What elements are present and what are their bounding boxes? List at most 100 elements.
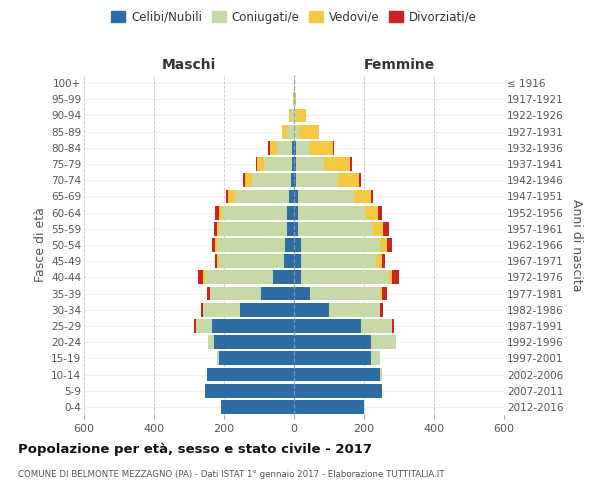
Y-axis label: Fasce di età: Fasce di età [34,208,47,282]
Bar [257,157,264,171]
Bar [324,157,350,171]
Bar [294,368,380,382]
Bar [245,174,252,187]
Bar [290,174,294,187]
Bar [383,222,389,235]
Bar [221,400,294,414]
Bar [212,238,215,252]
Bar [350,157,352,171]
Text: Popolazione per età, sesso e stato civile - 2017: Popolazione per età, sesso e stato civil… [18,442,372,456]
Bar [205,384,294,398]
Bar [203,270,205,284]
Bar [373,222,383,235]
Bar [291,108,294,122]
Bar [296,141,310,154]
Bar [201,303,203,316]
Bar [366,206,378,220]
Bar [296,174,338,187]
Bar [298,222,373,235]
Bar [294,352,371,365]
Bar [294,92,295,106]
Bar [289,190,294,203]
Bar [215,254,217,268]
Bar [217,254,219,268]
Bar [382,286,387,300]
Bar [219,222,287,235]
Bar [296,108,306,122]
Bar [212,319,294,333]
Bar [205,270,273,284]
Bar [301,254,376,268]
Bar [294,303,329,316]
Bar [217,222,219,235]
Text: Maschi: Maschi [162,58,216,72]
Bar [361,319,392,333]
Bar [287,222,294,235]
Bar [217,352,219,365]
Bar [387,238,392,252]
Bar [338,174,359,187]
Bar [294,157,296,171]
Bar [380,368,382,382]
Bar [292,141,294,154]
Y-axis label: Anni di nascita: Anni di nascita [571,198,583,291]
Bar [359,174,361,187]
Bar [371,352,380,365]
Bar [294,286,310,300]
Bar [293,92,294,106]
Bar [294,270,301,284]
Bar [264,157,292,171]
Bar [206,368,294,382]
Bar [294,141,296,154]
Bar [294,222,298,235]
Bar [261,286,294,300]
Bar [392,270,399,284]
Bar [294,190,298,203]
Bar [203,303,240,316]
Bar [298,190,353,203]
Bar [243,174,245,187]
Bar [294,400,364,414]
Bar [292,157,294,171]
Bar [296,157,324,171]
Bar [380,238,387,252]
Bar [219,254,284,268]
Bar [376,254,382,268]
Bar [214,336,294,349]
Bar [268,141,269,154]
Bar [269,141,277,154]
Bar [226,190,227,203]
Bar [252,174,290,187]
Bar [256,157,257,171]
Bar [301,238,380,252]
Bar [310,141,332,154]
Bar [285,238,294,252]
Bar [214,222,217,235]
Bar [289,108,291,122]
Bar [277,141,292,154]
Bar [240,303,294,316]
Bar [294,336,371,349]
Bar [380,286,382,300]
Bar [287,125,294,138]
Bar [371,190,373,203]
Bar [301,270,389,284]
Bar [294,174,296,187]
Bar [378,206,382,220]
Bar [389,270,392,284]
Bar [273,270,294,284]
Bar [284,254,294,268]
Text: COMUNE DI BELMONTE MEZZAGNO (PA) - Dati ISTAT 1° gennaio 2017 - Elaborazione TUT: COMUNE DI BELMONTE MEZZAGNO (PA) - Dati … [18,470,445,479]
Text: Femmine: Femmine [364,58,434,72]
Bar [219,352,294,365]
Bar [194,319,196,333]
Bar [198,270,203,284]
Bar [287,206,294,220]
Bar [382,254,385,268]
Bar [196,319,212,333]
Bar [294,384,382,398]
Bar [353,190,371,203]
Bar [206,286,210,300]
Bar [294,206,298,220]
Bar [295,92,296,106]
